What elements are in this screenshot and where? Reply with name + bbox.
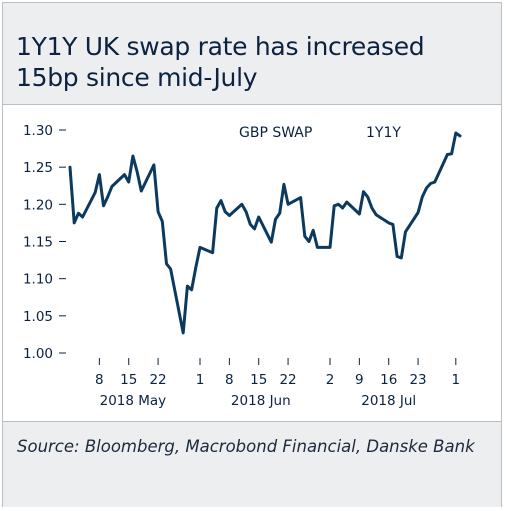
series-line-gbp-swap-1y1y bbox=[68, 131, 462, 335]
y-tick-label: 1.15 bbox=[23, 235, 53, 251]
source-box: Source: Bloomberg, Macrobond Financial, … bbox=[3, 421, 501, 507]
x-month-label: 2018 Jul bbox=[361, 393, 416, 409]
y-tick-label: 1.05 bbox=[23, 309, 53, 325]
chart-panel: 1Y1Y UK swap rate has increased 15bp sin… bbox=[2, 2, 502, 507]
chart-title: 1Y1Y UK swap rate has increased 15bp sin… bbox=[16, 32, 425, 92]
x-tick-label: 1 bbox=[196, 372, 205, 388]
legend-tenor-label: 1Y1Y bbox=[366, 125, 401, 141]
x-tick-label: 1 bbox=[452, 372, 461, 388]
y-tick-label: 1.10 bbox=[23, 272, 53, 288]
y-tick-label: 1.30 bbox=[23, 123, 53, 139]
x-tick-label: 15 bbox=[250, 372, 267, 388]
y-tick-label: 1.00 bbox=[23, 346, 53, 362]
y-tick-label: 1.25 bbox=[23, 160, 53, 176]
y-axis: 1.30 1.25 1.20 1.15 1.10 1.05 1.00 bbox=[23, 123, 66, 362]
source-note: Source: Bloomberg, Macrobond Financial, … bbox=[17, 437, 475, 456]
plot-area bbox=[68, 131, 462, 335]
x-tick-label: 2 bbox=[326, 372, 335, 388]
x-tick-label: 22 bbox=[279, 372, 296, 388]
legend-series-name: GBP SWAP bbox=[239, 125, 312, 141]
line-chart: 1.301.251.201.151.101.051.00 8 15 22 1 8 15 22… bbox=[23, 123, 462, 409]
x-tick-label: 9 bbox=[355, 372, 364, 388]
x-tick-label: 23 bbox=[409, 372, 426, 388]
x-tick-label: 15 bbox=[120, 372, 137, 388]
y-tick-label: 1.20 bbox=[23, 197, 53, 213]
x-tick-label: 8 bbox=[95, 372, 104, 388]
x-tick-label: 8 bbox=[225, 372, 234, 388]
title-box: 1Y1Y UK swap rate has increased 15bp sin… bbox=[3, 3, 501, 105]
x-month-label: 2018 Jun bbox=[231, 393, 291, 409]
x-month-label: 2018 May bbox=[100, 393, 167, 409]
x-tick-label: 22 bbox=[149, 372, 166, 388]
x-tick-label: 16 bbox=[380, 372, 397, 388]
